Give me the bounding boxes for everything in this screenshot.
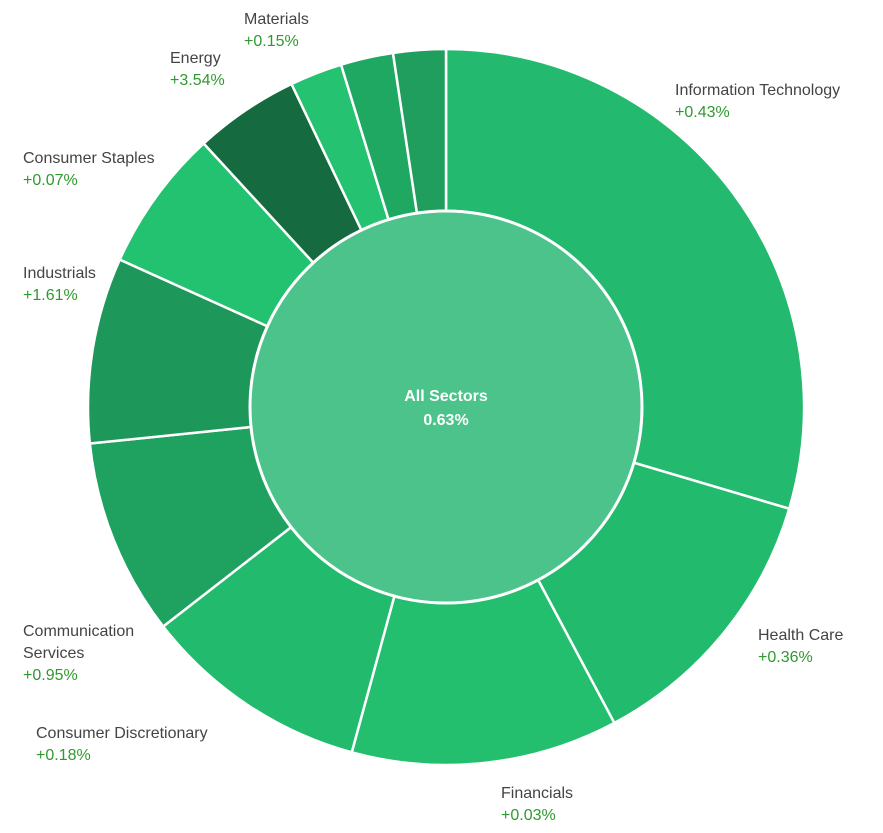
label-name-consumer-staples: Consumer Staples [23,150,155,167]
label-value-industrials: +1.61% [23,287,78,304]
label-name-industrials: Industrials [23,265,96,282]
label-value-energy: +3.54% [170,72,225,89]
sector-slices [86,47,806,767]
center-disc-group[interactable]: All Sectors 0.63% [248,209,644,605]
label-name-communication-services-2: Services [23,645,84,662]
label-value-consumer-discretionary: +0.18% [36,747,91,764]
label-name-consumer-discretionary: Consumer Discretionary [36,725,208,742]
label-name-health-care: Health Care [758,627,843,644]
center-value: 0.63% [423,412,468,429]
label-value-health-care: +0.36% [758,649,813,666]
center-label: All Sectors [404,388,488,405]
label-name-communication-services-1: Communication [23,623,134,640]
label-value-information-technology: +0.43% [675,104,730,121]
label-name-materials: Materials [244,11,309,28]
label-name-information-technology: Information Technology [675,82,840,99]
label-value-financials: +0.03% [501,807,556,824]
label-name-energy: Energy [170,50,221,67]
label-value-communication-services: +0.95% [23,667,78,684]
label-name-financials: Financials [501,785,573,802]
label-value-materials: +0.15% [244,33,299,50]
center-disc[interactable] [248,209,644,605]
sector-labels: Information Technology +0.43% Health Care +… [23,11,843,824]
label-value-consumer-staples: +0.07% [23,172,78,189]
